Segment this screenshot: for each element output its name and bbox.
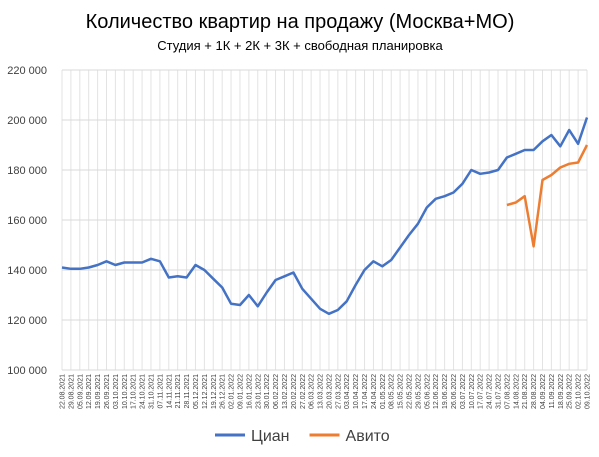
x-tick-label: 13.03.2022: [318, 374, 325, 409]
x-tick-label: 15.05.2022: [398, 374, 405, 409]
x-tick-label: 27.02.2022: [300, 374, 307, 409]
x-tick-label: 17.10.2021: [131, 374, 138, 409]
x-tick-label: 23.01.2022: [255, 374, 262, 409]
x-tick-label: 21.11.2021: [175, 374, 182, 409]
y-tick-label: 220 000: [7, 65, 47, 77]
x-tick-label: 28.11.2021: [184, 374, 191, 409]
x-tick-label: 11.09.2022: [549, 374, 556, 409]
x-tick-label: 10.10.2021: [122, 374, 129, 409]
x-tick-label: 12.09.2021: [86, 374, 93, 409]
y-tick-label: 200 000: [7, 115, 47, 127]
chart-subtitle: Студия + 1К + 2К + 3К + свободная планир…: [157, 38, 443, 53]
x-tick-label: 31.10.2021: [148, 374, 155, 409]
x-tick-label: 12.06.2022: [433, 374, 440, 409]
y-tick-label: 120 000: [7, 315, 47, 327]
x-tick-label: 18.09.2022: [558, 374, 565, 409]
x-tick-label: 17.07.2022: [478, 374, 485, 409]
x-tick-label: 25.09.2022: [567, 374, 574, 409]
x-tick-label: 10.04.2022: [353, 374, 360, 409]
x-tick-label: 24.04.2022: [371, 374, 378, 409]
x-tick-label: 21.08.2022: [522, 374, 529, 409]
x-tick-label: 16.01.2022: [246, 374, 253, 409]
x-tick-label: 07.08.2022: [504, 374, 511, 409]
x-tick-label: 19.12.2021: [211, 374, 218, 409]
x-tick-label: 28.08.2022: [531, 374, 538, 409]
x-tick-label: 29.05.2022: [415, 374, 422, 409]
y-tick-label: 160 000: [7, 215, 47, 227]
y-tick-label: 180 000: [7, 165, 47, 177]
x-tick-label: 03.04.2022: [344, 374, 351, 409]
x-tick-label: 22.08.2021: [60, 374, 67, 409]
chart-title: Количество квартир на продажу (Москва+МО…: [86, 11, 515, 33]
legend-label: Циан: [251, 428, 290, 445]
x-tick-label: 19.06.2022: [442, 374, 449, 409]
x-tick-label: 02.10.2022: [576, 374, 583, 409]
x-tick-label: 29.08.2021: [68, 374, 75, 409]
x-tick-label: 24.10.2021: [140, 374, 147, 409]
x-tick-label: 06.03.2022: [309, 374, 316, 409]
x-tick-label: 24.07.2022: [487, 374, 494, 409]
x-tick-label: 30.01.2022: [264, 374, 271, 409]
x-tick-label: 26.06.2022: [451, 374, 458, 409]
series-line: [506, 144, 589, 248]
x-tick-label: 08.05.2022: [389, 374, 396, 409]
x-tick-label: 01.05.2022: [380, 374, 387, 409]
x-tick-label: 13.02.2022: [282, 374, 289, 409]
x-tick-label: 07.11.2021: [157, 374, 164, 409]
x-tick-label: 06.02.2022: [273, 374, 280, 409]
x-tick-label: 09.01.2022: [237, 374, 244, 409]
x-tick-label: 31.07.2022: [496, 374, 503, 409]
x-tick-label: 14.08.2022: [513, 374, 520, 409]
x-tick-label: 03.07.2022: [460, 374, 467, 409]
x-tick-label: 19.09.2021: [95, 374, 102, 409]
x-tick-label: 26.09.2021: [104, 374, 111, 409]
x-tick-label: 09.10.2022: [585, 374, 592, 409]
x-tick-label: 05.06.2022: [424, 374, 431, 409]
y-tick-label: 140 000: [7, 265, 47, 277]
x-tick-label: 05.09.2021: [77, 374, 84, 409]
x-tick-label: 03.10.2021: [113, 374, 120, 409]
x-tick-label: 20.03.2022: [326, 374, 333, 409]
x-tick-label: 17.04.2022: [362, 374, 369, 409]
x-tick-label: 22.05.2022: [407, 374, 414, 409]
x-tick-label: 05.12.2021: [193, 374, 200, 409]
x-tick-label: 12.12.2021: [202, 374, 209, 409]
x-tick-label: 04.09.2022: [540, 374, 547, 409]
x-tick-label: 02.01.2022: [229, 374, 236, 409]
x-tick-label: 10.07.2022: [469, 374, 476, 409]
x-tick-label: 26.12.2021: [220, 374, 227, 409]
x-tick-label: 14.11.2021: [166, 374, 173, 409]
series-line: [61, 117, 589, 316]
y-tick-label: 100 000: [7, 365, 47, 377]
legend-label: Авито: [346, 428, 390, 445]
x-tick-label: 20.02.2022: [291, 374, 298, 409]
x-tick-label: 27.03.2022: [335, 374, 342, 409]
